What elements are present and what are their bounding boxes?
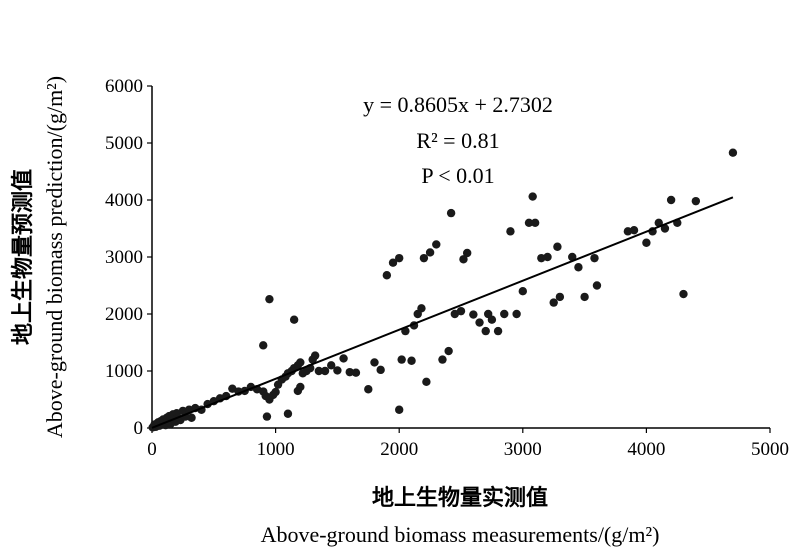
data-point [339,354,348,363]
data-point [327,361,336,370]
data-point [397,355,406,364]
data-point [592,281,602,290]
data-point [422,377,431,387]
data-point [364,385,373,394]
data-point [425,248,435,257]
data-point [444,346,453,356]
x-tick-label: 3000 [504,439,542,460]
data-point [524,218,534,227]
data-point [553,242,562,251]
data-point [500,309,509,319]
data-point [419,253,429,263]
data-point [310,351,320,360]
data-point [549,298,558,307]
data-point [265,294,274,304]
x-tick-label: 0 [147,439,157,460]
x-axis-title-cn: 地上生物量实测值 [372,485,548,511]
data-point [407,356,416,365]
data-point [320,366,330,376]
data-point [512,309,521,319]
data-point [568,252,577,262]
fit-line-group [151,196,734,429]
y-tick-label: 6000 [105,76,143,97]
data-point [289,315,299,324]
data-point [262,412,272,421]
x-tick-label: 2000 [380,439,418,460]
ticks: 0 1000 2000 3000 4000 5000 0 1000 2000 3000 4000 50… [105,76,789,460]
regression-line [151,196,734,429]
data-point [574,263,583,272]
data-point [518,287,527,296]
data-point [417,304,426,313]
data-point [528,192,537,201]
x-tick-label: 4000 [627,439,665,460]
data-point [333,366,342,375]
data-point [629,226,639,235]
data-point [555,292,565,302]
data-point [456,306,466,316]
data-point [481,326,490,336]
r2-annotation: R² = 0.81 [416,128,499,153]
data-point [314,366,324,376]
data-point [388,258,398,267]
data-point [493,326,503,336]
data-point [580,292,589,302]
data-point [187,413,196,422]
data-point [462,248,472,258]
y-tick-label: 0 [134,418,144,439]
data-point [543,252,552,262]
data-point [376,365,385,375]
data-point [679,289,688,299]
y-axis-title-en: Above-ground biomass prediction/(g/m²) [42,76,67,438]
data-point [271,387,280,397]
y-tick-label: 1000 [105,361,143,382]
data-point [506,227,515,236]
data-point [459,255,468,264]
p-annotation: P < 0.01 [421,163,494,188]
x-tick-label: 5000 [751,439,789,460]
data-point [642,238,651,247]
data-point [382,271,392,280]
x-axis-title-en: Above-ground biomass measurements/(g/m²) [261,522,660,547]
data-point [395,405,404,414]
data-point [446,208,456,218]
x-tick-label: 1000 [257,439,295,460]
y-tick-label: 3000 [105,247,143,268]
data-point [438,355,447,364]
data-point [590,253,599,263]
data-point [666,195,676,205]
data-point [475,318,484,327]
y-tick-label: 2000 [105,304,143,325]
y-tick-label: 5000 [105,133,143,154]
data-point [530,218,540,227]
data-point [691,196,701,206]
data-point [728,148,738,157]
data-point [296,358,305,367]
data-points [148,148,738,432]
data-point [487,315,497,324]
data-point [370,358,379,367]
data-point [432,240,441,249]
data-point [351,368,361,377]
data-point [660,224,670,233]
data-point [345,367,354,377]
data-point [469,310,478,319]
data-point [283,409,293,418]
y-axis-title-cn: 地上生物量预测值 [10,169,36,345]
data-point [259,341,268,350]
data-point [395,253,404,263]
equation-annotation: y = 0.8605x + 2.7302 [363,92,553,117]
data-point [296,382,305,392]
y-tick-label: 4000 [105,190,143,211]
